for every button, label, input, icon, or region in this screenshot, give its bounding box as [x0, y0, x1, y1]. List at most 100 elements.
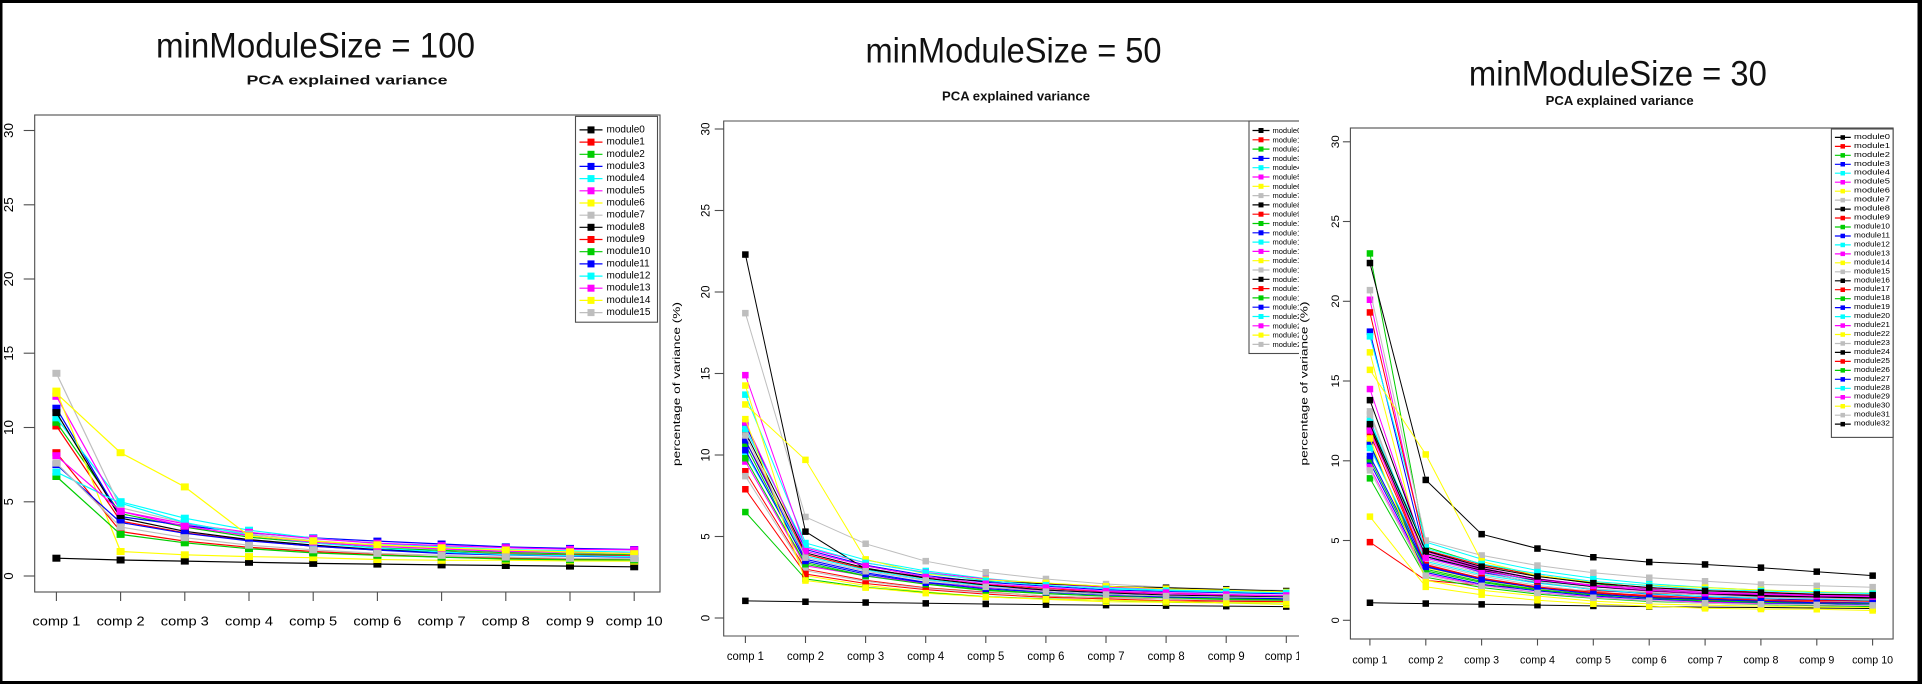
svg-text:comp 5: comp 5	[289, 614, 337, 629]
svg-text:module14: module14	[1854, 259, 1890, 266]
svg-text:25: 25	[701, 204, 713, 217]
svg-text:module2: module2	[607, 149, 646, 160]
svg-text:module2: module2	[1273, 145, 1302, 154]
svg-text:comp 8: comp 8	[1148, 651, 1185, 663]
svg-text:module22: module22	[1854, 331, 1890, 338]
svg-text:minModuleSize = 30: minModuleSize = 30	[1469, 55, 1767, 94]
svg-text:comp 9: comp 9	[1208, 651, 1245, 663]
svg-text:PCA explained variance: PCA explained variance	[942, 89, 1090, 104]
svg-text:module25: module25	[1854, 358, 1890, 365]
svg-text:comp 4: comp 4	[1520, 655, 1555, 667]
svg-text:module6: module6	[607, 198, 646, 209]
svg-text:module7: module7	[1273, 191, 1302, 200]
svg-text:module10: module10	[1854, 224, 1890, 231]
svg-text:minModuleSize = 100: minModuleSize = 100	[156, 27, 475, 66]
svg-text:comp 8: comp 8	[1743, 655, 1778, 667]
svg-text:5: 5	[701, 533, 713, 539]
svg-text:module10: module10	[607, 246, 651, 257]
svg-text:module17: module17	[1854, 286, 1890, 293]
svg-text:module1: module1	[1854, 143, 1890, 150]
svg-text:module0: module0	[1273, 126, 1302, 135]
svg-text:module13: module13	[1273, 247, 1306, 256]
svg-text:module4: module4	[1854, 170, 1890, 177]
svg-text:module32: module32	[1854, 421, 1890, 428]
svg-text:5: 5	[1, 498, 16, 505]
svg-text:10: 10	[1, 420, 16, 435]
svg-text:module8: module8	[1854, 206, 1890, 213]
svg-text:module10: module10	[1273, 219, 1306, 228]
svg-text:module5: module5	[607, 185, 646, 196]
svg-text:comp 6: comp 6	[1632, 655, 1667, 667]
svg-text:comp 9: comp 9	[1799, 655, 1834, 667]
svg-text:comp 3: comp 3	[847, 651, 884, 663]
svg-text:module15: module15	[1854, 268, 1890, 275]
svg-text:minModuleSize = 50: minModuleSize = 50	[866, 32, 1162, 71]
svg-text:module14: module14	[1273, 256, 1306, 265]
svg-text:module13: module13	[1854, 250, 1890, 257]
svg-text:module12: module12	[1273, 238, 1306, 247]
svg-text:module6: module6	[1854, 188, 1890, 195]
svg-text:PCA explained variance: PCA explained variance	[1546, 93, 1694, 108]
svg-text:comp 3: comp 3	[161, 614, 209, 629]
svg-text:comp 2: comp 2	[1408, 655, 1443, 667]
svg-text:module6: module6	[1273, 182, 1302, 191]
svg-text:25: 25	[1, 197, 16, 212]
svg-text:module16: module16	[1273, 275, 1306, 284]
svg-text:module7: module7	[607, 210, 646, 221]
svg-text:module7: module7	[1854, 197, 1890, 204]
svg-text:module18: module18	[1273, 293, 1306, 302]
svg-text:module3: module3	[1854, 161, 1890, 168]
svg-text:module26: module26	[1854, 367, 1890, 374]
svg-text:0: 0	[1, 572, 16, 579]
svg-text:module8: module8	[1273, 200, 1302, 209]
svg-text:comp 1: comp 1	[32, 614, 80, 629]
svg-text:module0: module0	[1854, 134, 1890, 141]
svg-text:module5: module5	[1273, 173, 1302, 182]
svg-text:15: 15	[701, 367, 713, 380]
svg-text:module11: module11	[1273, 228, 1305, 237]
svg-text:module14: module14	[607, 295, 651, 306]
svg-text:comp 4: comp 4	[907, 651, 945, 663]
svg-text:percentage of variance (%): percentage of variance (%)	[1299, 302, 1311, 466]
svg-text:module31: module31	[1854, 412, 1890, 419]
svg-text:module9: module9	[1854, 215, 1890, 222]
svg-text:20: 20	[701, 286, 713, 299]
svg-text:module15: module15	[1273, 266, 1306, 275]
svg-text:module8: module8	[607, 222, 646, 233]
svg-text:10: 10	[701, 449, 713, 462]
svg-text:comp 2: comp 2	[97, 614, 145, 629]
svg-text:comp 6: comp 6	[1027, 651, 1064, 663]
svg-text:5: 5	[1330, 537, 1342, 543]
svg-text:comp 7: comp 7	[1088, 651, 1125, 663]
svg-text:module20: module20	[1854, 313, 1890, 320]
svg-text:15: 15	[1330, 375, 1342, 388]
svg-text:module12: module12	[607, 271, 651, 282]
svg-text:module21: module21	[1273, 321, 1306, 330]
svg-text:module1: module1	[607, 137, 646, 148]
svg-text:module28: module28	[1854, 385, 1890, 392]
svg-text:comp 10: comp 10	[1852, 655, 1893, 667]
svg-text:20: 20	[1, 272, 16, 287]
svg-text:comp 3: comp 3	[1464, 655, 1499, 667]
svg-text:module30: module30	[1854, 403, 1890, 410]
svg-text:module17: module17	[1273, 284, 1306, 293]
svg-text:percentage of variance (%): percentage of variance (%)	[671, 302, 683, 466]
svg-text:module0: module0	[607, 124, 646, 135]
svg-text:module11: module11	[607, 258, 651, 269]
svg-text:comp 5: comp 5	[1576, 655, 1611, 667]
svg-text:module2: module2	[1854, 152, 1890, 159]
svg-text:module24: module24	[1854, 349, 1890, 356]
svg-text:comp 1: comp 1	[727, 651, 764, 663]
svg-text:module12: module12	[1854, 241, 1890, 248]
svg-text:module13: module13	[607, 283, 651, 294]
svg-text:30: 30	[701, 123, 713, 136]
svg-text:module3: module3	[607, 161, 646, 172]
svg-text:module16: module16	[1854, 277, 1890, 284]
svg-text:comp 7: comp 7	[1688, 655, 1723, 667]
svg-text:comp 9: comp 9	[546, 614, 594, 629]
svg-text:comp 5: comp 5	[967, 651, 1004, 663]
svg-text:0: 0	[1330, 617, 1342, 623]
svg-text:module29: module29	[1854, 394, 1890, 401]
svg-text:module23: module23	[1854, 340, 1890, 347]
svg-text:module23: module23	[1273, 340, 1306, 349]
